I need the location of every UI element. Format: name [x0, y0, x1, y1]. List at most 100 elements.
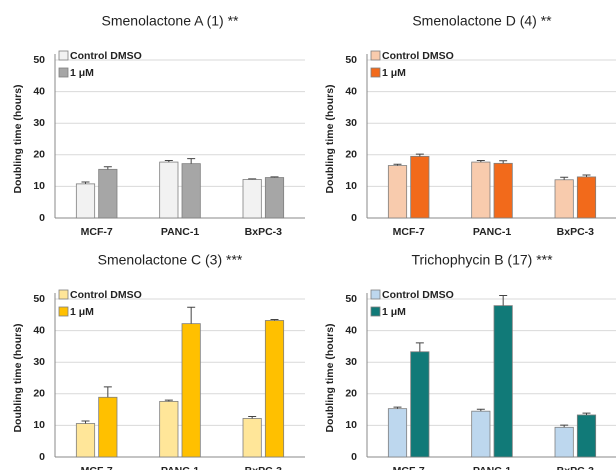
error-bar	[248, 416, 257, 419]
bar	[98, 168, 118, 219]
error-bar	[187, 158, 196, 164]
y-tick-label: 30	[33, 117, 45, 129]
error-bar	[560, 424, 569, 428]
legend-label: 1 μM	[70, 306, 94, 318]
bar	[387, 165, 408, 219]
error-bar	[81, 420, 90, 424]
bar	[242, 418, 262, 458]
y-tick-label: 20	[345, 149, 357, 161]
y-tick-label: 50	[33, 54, 45, 66]
error-bar	[270, 319, 279, 321]
y-tick-label: 50	[33, 293, 45, 305]
legend-swatch	[58, 50, 69, 61]
chart-title: Smenolactone A (1) **	[102, 13, 240, 29]
legend-swatch	[58, 67, 69, 78]
x-tick-label: BxPC-3	[245, 226, 283, 238]
error-bar	[582, 174, 591, 177]
x-tick-label: MCF-7	[81, 465, 113, 470]
y-tick-label: 0	[39, 212, 45, 224]
error-bar	[415, 342, 424, 352]
x-tick-label: BxPC-3	[557, 226, 595, 238]
bar	[242, 179, 262, 219]
y-tick-label: 40	[33, 324, 45, 336]
error-bar	[476, 408, 485, 412]
y-tick-label: 10	[33, 419, 45, 431]
legend-swatch	[58, 306, 69, 317]
legend-label: Control DMSO	[70, 50, 142, 62]
x-tick-label: PANC-1	[473, 465, 511, 470]
y-tick-label: 30	[345, 117, 357, 129]
y-tick-label: 40	[33, 85, 45, 97]
chart-title: Smenolactone C (3) ***	[98, 252, 243, 268]
error-bar	[393, 406, 402, 409]
bar	[471, 410, 491, 458]
y-axis-label: Doubling time (hours)	[324, 84, 336, 193]
x-tick-label: MCF-7	[393, 465, 425, 470]
y-tick-label: 40	[345, 85, 357, 97]
y-axis-label: Doubling time (hours)	[324, 323, 336, 432]
bar	[554, 179, 574, 219]
bar	[264, 320, 285, 458]
legend-label: Control DMSO	[382, 289, 454, 301]
legend-swatch	[370, 50, 381, 61]
y-tick-label: 40	[345, 324, 357, 336]
y-axis-label: Doubling time (hours)	[12, 323, 24, 432]
error-bar	[582, 412, 591, 415]
y-tick-label: 0	[351, 212, 357, 224]
chart-title: Trichophycin B (17) ***	[411, 252, 553, 268]
error-bar	[393, 163, 402, 166]
error-bar	[560, 176, 569, 180]
x-tick-label: BxPC-3	[557, 465, 595, 470]
y-tick-label: 0	[39, 451, 45, 463]
x-tick-label: BxPC-3	[245, 465, 283, 470]
bar	[410, 351, 430, 458]
y-tick-label: 0	[351, 451, 357, 463]
error-bar	[81, 181, 90, 184]
bar	[493, 305, 513, 458]
bar	[159, 161, 179, 219]
x-tick-label: PANC-1	[161, 226, 199, 238]
x-tick-label: MCF-7	[393, 226, 425, 238]
bar	[410, 155, 430, 219]
bar	[159, 400, 179, 458]
bar	[264, 177, 285, 219]
x-tick-label: MCF-7	[81, 226, 113, 238]
bar	[554, 426, 574, 458]
error-bar	[499, 160, 508, 164]
x-tick-label: PANC-1	[161, 465, 199, 470]
error-bar	[103, 166, 112, 170]
y-tick-label: 10	[33, 180, 45, 192]
y-tick-label: 30	[33, 356, 45, 368]
bar	[98, 396, 118, 458]
y-tick-label: 50	[345, 293, 357, 305]
error-bar	[415, 153, 424, 157]
chart-title: Smenolactone D (4) **	[412, 13, 552, 29]
y-tick-label: 20	[33, 388, 45, 400]
y-tick-label: 20	[33, 149, 45, 161]
error-bar	[187, 306, 196, 324]
error-bar	[248, 178, 257, 180]
legend-swatch	[370, 306, 381, 317]
legend-label: 1 μM	[70, 67, 94, 79]
legend-swatch	[58, 289, 69, 300]
bar	[493, 162, 513, 219]
y-tick-label: 30	[345, 356, 357, 368]
legend-label: Control DMSO	[70, 289, 142, 301]
legend-label: Control DMSO	[382, 50, 454, 62]
x-tick-label: PANC-1	[473, 226, 511, 238]
y-tick-label: 10	[345, 419, 357, 431]
y-tick-label: 20	[345, 388, 357, 400]
legend-swatch	[370, 289, 381, 300]
error-bar	[164, 399, 173, 402]
legend-label: 1 μM	[382, 306, 406, 318]
error-bar	[499, 295, 508, 306]
bar	[576, 414, 597, 458]
legend-swatch	[370, 67, 381, 78]
bar	[387, 408, 408, 458]
bar	[75, 423, 96, 458]
error-bar	[103, 386, 112, 398]
legend-label: 1 μM	[382, 67, 406, 79]
bar	[471, 161, 491, 219]
y-axis-label: Doubling time (hours)	[12, 84, 24, 193]
